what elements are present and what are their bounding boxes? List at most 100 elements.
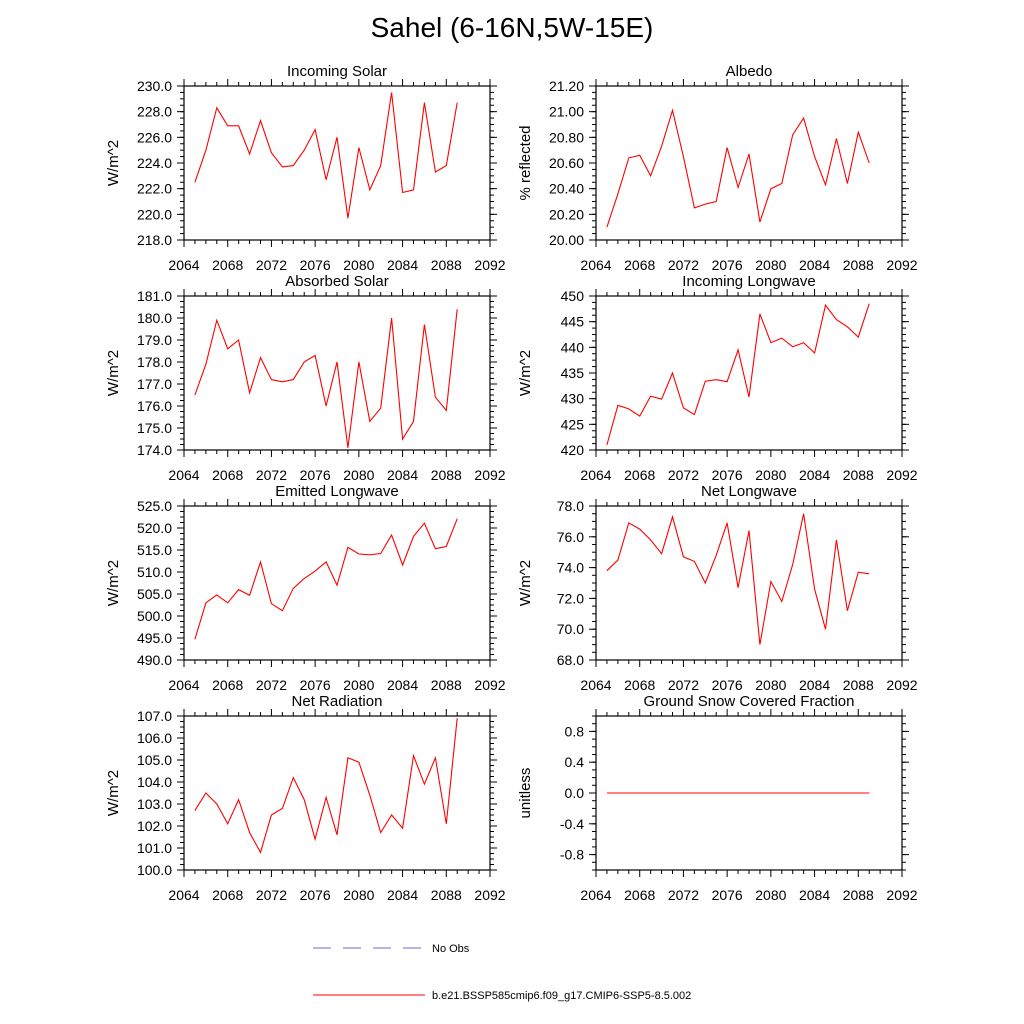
series-line <box>194 309 458 448</box>
y-tick-label: 178.0 <box>137 354 172 370</box>
y-tick-label: 101.0 <box>137 840 172 856</box>
plot-frame <box>595 295 903 451</box>
x-tick-label: 2080 <box>343 887 374 903</box>
x-tick-label: 2092 <box>886 257 917 273</box>
y-tick-label: 68.0 <box>557 652 584 668</box>
x-tick-label: 2084 <box>799 467 830 483</box>
x-tick-label: 2072 <box>256 467 287 483</box>
y-tick-label: 420 <box>561 442 585 458</box>
y-tick-label: 100.0 <box>137 862 172 878</box>
x-tick-label: 2064 <box>168 887 199 903</box>
y-tick-label: 228.0 <box>137 104 172 120</box>
x-tick-label: 2072 <box>256 257 287 273</box>
plot-frame <box>183 85 491 241</box>
x-tick-label: 2080 <box>755 677 786 693</box>
y-tick-label: -0.4 <box>560 816 584 832</box>
x-tick-label: 2068 <box>212 467 243 483</box>
x-tick-label: 2076 <box>712 677 743 693</box>
x-tick-label: 2088 <box>843 887 874 903</box>
y-axis-label: W/m^2 <box>517 560 534 606</box>
y-tick-label: 70.0 <box>557 621 584 637</box>
x-tick-label: 2080 <box>343 257 374 273</box>
x-tick-label: 2088 <box>431 887 462 903</box>
series-line <box>606 513 870 645</box>
y-axis-label: W/m^2 <box>105 770 122 816</box>
panel-title: Ground Snow Covered Fraction <box>644 693 855 710</box>
y-tick-label: 175.0 <box>137 420 172 436</box>
y-tick-label: 174.0 <box>137 442 172 458</box>
y-tick-label: 72.0 <box>557 590 584 606</box>
series-line <box>194 718 458 854</box>
x-tick-label: 2084 <box>387 677 418 693</box>
panel-title: Emitted Longwave <box>275 483 398 500</box>
x-tick-label: 2092 <box>474 467 505 483</box>
y-tick-label: 104.0 <box>137 774 172 790</box>
x-tick-label: 2076 <box>300 887 331 903</box>
plot-frame <box>183 715 491 871</box>
chart-panel-7: 2064 2068 2072 2076 2080 2084 2088 2092 100.0 101… <box>105 693 506 903</box>
series-line <box>194 518 458 640</box>
chart-panel-2: 2064 2068 2072 2076 2080 2084 2088 2092 20.00 20.… <box>517 63 918 273</box>
x-tick-label: 2092 <box>886 677 917 693</box>
y-axis-label: unitless <box>517 768 534 819</box>
y-tick-label: 20.20 <box>549 206 584 222</box>
y-axis-label: W/m^2 <box>105 560 122 606</box>
x-tick-label: 2072 <box>668 257 699 273</box>
x-tick-label: 2080 <box>755 257 786 273</box>
x-tick-label: 2076 <box>300 677 331 693</box>
y-tick-label: 106.0 <box>137 730 172 746</box>
x-tick-label: 2092 <box>886 887 917 903</box>
x-tick-label: 2068 <box>624 887 655 903</box>
y-tick-label: 0.8 <box>565 723 585 739</box>
y-tick-label: 510.0 <box>137 564 172 580</box>
x-tick-label: 2068 <box>624 257 655 273</box>
y-tick-label: 76.0 <box>557 529 584 545</box>
y-tick-label: 222.0 <box>137 181 172 197</box>
x-tick-label: 2064 <box>168 467 199 483</box>
panel-title: Net Radiation <box>292 693 383 710</box>
x-tick-label: 2076 <box>300 467 331 483</box>
y-tick-label: 520.0 <box>137 520 172 536</box>
x-tick-label: 2092 <box>886 467 917 483</box>
y-tick-label: 440 <box>561 339 585 355</box>
y-tick-label: 177.0 <box>137 376 172 392</box>
y-tick-label: 445 <box>561 314 585 330</box>
y-axis-label: W/m^2 <box>517 350 534 396</box>
x-tick-label: 2092 <box>474 257 505 273</box>
y-tick-label: 430 <box>561 391 585 407</box>
plot-frame <box>595 85 903 241</box>
x-tick-label: 2068 <box>212 887 243 903</box>
x-tick-label: 2072 <box>668 887 699 903</box>
x-tick-label: 2072 <box>668 467 699 483</box>
y-tick-label: 180.0 <box>137 310 172 326</box>
x-tick-label: 2084 <box>799 887 830 903</box>
y-tick-label: 20.60 <box>549 155 584 171</box>
plot-frame <box>595 505 903 661</box>
y-tick-label: 450 <box>561 288 585 304</box>
series-line <box>194 92 458 219</box>
y-tick-label: 224.0 <box>137 155 172 171</box>
plot-frame <box>183 505 491 661</box>
y-tick-label: 495.0 <box>137 630 172 646</box>
y-tick-label: -0.8 <box>560 847 584 863</box>
x-tick-label: 2064 <box>168 257 199 273</box>
y-tick-label: 20.00 <box>549 232 584 248</box>
x-tick-label: 2092 <box>474 887 505 903</box>
y-tick-label: 105.0 <box>137 752 172 768</box>
y-tick-label: 78.0 <box>557 498 584 514</box>
x-tick-label: 2072 <box>256 887 287 903</box>
y-tick-label: 435 <box>561 365 585 381</box>
y-axis-label: % reflected <box>517 125 534 200</box>
x-tick-label: 2084 <box>799 677 830 693</box>
panel-title: Absorbed Solar <box>285 273 388 290</box>
y-axis-label: W/m^2 <box>105 350 122 396</box>
y-tick-label: 20.80 <box>549 129 584 145</box>
chart-panel-4: 2064 2068 2072 2076 2080 2084 2088 2092 420 425 43… <box>517 273 918 483</box>
y-tick-label: 515.0 <box>137 542 172 558</box>
y-tick-label: 176.0 <box>137 398 172 414</box>
chart-panels: 2064 2068 2072 2076 2080 2084 2088 2092 218.0 220… <box>105 63 918 903</box>
x-tick-label: 2068 <box>212 257 243 273</box>
plot-frame <box>183 295 491 451</box>
legend: No Obs b.e21.BSSP585cmip6.f09_g17.CMIP6-… <box>313 943 691 1002</box>
x-tick-label: 2068 <box>212 677 243 693</box>
